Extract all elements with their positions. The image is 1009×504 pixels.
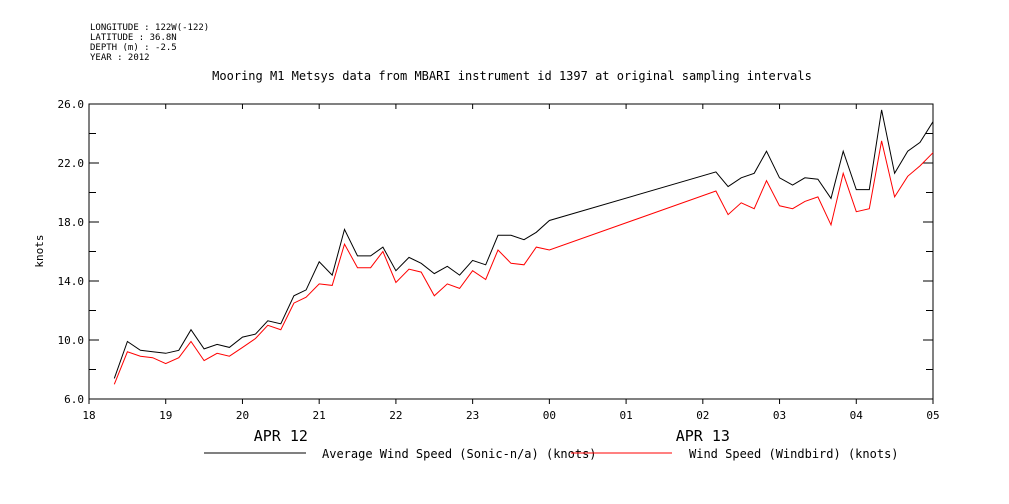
y-tick-label: 18.0 xyxy=(58,216,85,229)
legend-label-windbird: Wind Speed (Windbird) (knots) xyxy=(689,447,899,461)
series-line-0 xyxy=(113,109,934,379)
x-tick-label: 18 xyxy=(82,409,95,422)
x-tick-label: 01 xyxy=(619,409,632,422)
plot-frame xyxy=(88,103,934,400)
x-tick-label: 20 xyxy=(236,409,249,422)
x-tick-label: 19 xyxy=(159,409,172,422)
legend-label-average: Average Wind Speed (Sonic-n/a) (knots) xyxy=(322,447,597,461)
x-tick-label: 22 xyxy=(389,409,402,422)
y-tick-label: 10.0 xyxy=(58,334,85,347)
day-label: APR 13 xyxy=(676,427,730,445)
x-tick-label: 23 xyxy=(466,409,479,422)
x-tick-label: 03 xyxy=(773,409,786,422)
y-tick-label: 14.0 xyxy=(58,275,85,288)
depth-label: DEPTH (m) : -2.5 xyxy=(90,43,177,53)
axis-ticks: 6.0 10.0 14.0 18.0 22.0 26.0 18 19 20 21 22 23 00 01 0… xyxy=(58,98,940,445)
y-tick-label: 22.0 xyxy=(58,157,85,170)
x-tick-label: 02 xyxy=(696,409,709,422)
day-label: APR 12 xyxy=(254,427,308,445)
longitude-label: LONGITUDE : 122W(-122) xyxy=(90,23,209,33)
chart-title: Mooring M1 Metsys data from MBARI instru… xyxy=(212,69,812,83)
series-line-1 xyxy=(113,140,934,385)
x-tick-label: 21 xyxy=(313,409,326,422)
x-tick-label: 04 xyxy=(850,409,864,422)
y-axis-label: knots xyxy=(33,234,46,267)
x-tick-label: 00 xyxy=(543,409,556,422)
year-label: YEAR : 2012 xyxy=(90,53,150,63)
x-tick-label: 05 xyxy=(926,409,939,422)
y-tick-label: 6.0 xyxy=(64,393,84,406)
latitude-label: LATITUDE : 36.8N xyxy=(90,33,177,43)
series-layer xyxy=(113,109,934,385)
y-tick-label: 26.0 xyxy=(58,98,85,111)
